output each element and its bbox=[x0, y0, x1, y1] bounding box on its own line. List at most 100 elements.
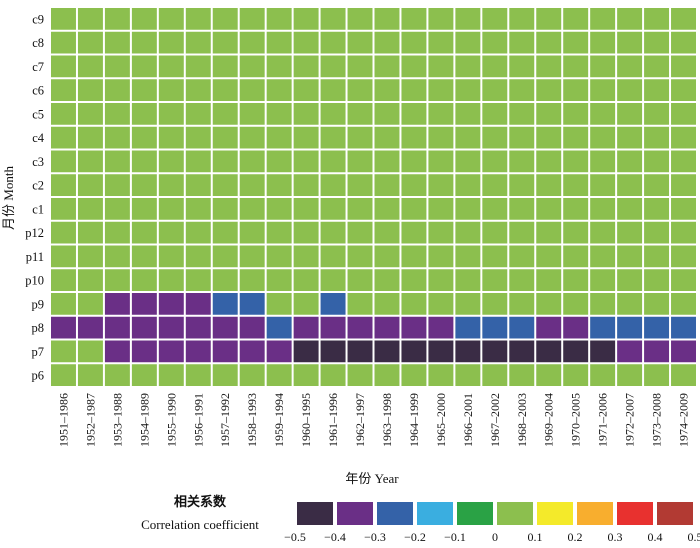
heatmap-cell bbox=[51, 316, 76, 339]
heatmap-cell bbox=[563, 31, 589, 54]
heatmap-cell bbox=[509, 8, 535, 30]
heatmap-cell bbox=[104, 31, 130, 54]
heatmap-cell bbox=[51, 79, 76, 101]
heatmap-cell bbox=[671, 79, 696, 101]
heatmap-cell bbox=[212, 340, 238, 363]
heatmap-cell bbox=[401, 174, 427, 196]
heatmap-cell bbox=[77, 174, 103, 196]
heatmap-cell bbox=[104, 364, 130, 386]
heatmap-cell bbox=[347, 126, 373, 149]
heatmap-cell bbox=[455, 103, 481, 125]
heatmap-cell bbox=[293, 293, 319, 315]
heatmap-background bbox=[50, 7, 697, 387]
heatmap-cell bbox=[428, 293, 454, 315]
heatmap-cell bbox=[158, 269, 184, 291]
heatmap-cell bbox=[266, 126, 292, 149]
x-tick-label: 1969–2004 bbox=[542, 393, 556, 447]
heatmap-cell bbox=[158, 293, 184, 315]
heatmap-cell bbox=[509, 55, 535, 78]
heatmap-cell bbox=[131, 316, 157, 339]
heatmap-cell bbox=[51, 126, 76, 149]
colorbar-swatch bbox=[577, 502, 613, 525]
heatmap-cell bbox=[455, 174, 481, 196]
heatmap-cell bbox=[239, 55, 265, 78]
heatmap-cell bbox=[131, 245, 157, 268]
heatmap-cell bbox=[401, 31, 427, 54]
heatmap-cell bbox=[347, 55, 373, 78]
heatmap-cell bbox=[320, 269, 346, 291]
heatmap-cell bbox=[536, 245, 562, 268]
heatmap-cell bbox=[563, 126, 589, 149]
heatmap-cell bbox=[482, 293, 508, 315]
heatmap-cell bbox=[455, 316, 481, 339]
heatmap-cell bbox=[563, 79, 589, 101]
heatmap-cell bbox=[482, 340, 508, 363]
heatmap-cell bbox=[77, 316, 103, 339]
heatmap-cell bbox=[266, 221, 292, 244]
heatmap-cell bbox=[374, 198, 400, 220]
heatmap-cell bbox=[536, 103, 562, 125]
heatmap-cell bbox=[131, 150, 157, 173]
heatmap-cell bbox=[671, 364, 696, 386]
heatmap-cell bbox=[320, 55, 346, 78]
colorbar-tick-label: −0.4 bbox=[324, 530, 346, 544]
heatmap-cell bbox=[374, 79, 400, 101]
heatmap-cell bbox=[77, 31, 103, 54]
heatmap-cell bbox=[401, 103, 427, 125]
colorbar-title-en: Correlation coefficient bbox=[141, 517, 259, 532]
heatmap-cell bbox=[455, 245, 481, 268]
x-tick-label: 1959–1994 bbox=[272, 393, 286, 447]
heatmap-cell bbox=[320, 103, 346, 125]
heatmap-cell bbox=[320, 150, 346, 173]
heatmap-cell bbox=[428, 340, 454, 363]
heatmap-cell bbox=[428, 316, 454, 339]
y-tick-label: p6 bbox=[32, 369, 45, 383]
x-tick-label: 1955–1990 bbox=[164, 393, 178, 447]
heatmap-cell bbox=[212, 364, 238, 386]
heatmap-cell bbox=[212, 150, 238, 173]
heatmap-cell bbox=[347, 340, 373, 363]
heatmap-cell bbox=[509, 293, 535, 315]
heatmap-cell bbox=[266, 340, 292, 363]
heatmap-cell bbox=[131, 293, 157, 315]
heatmap-cell bbox=[428, 269, 454, 291]
heatmap-cell bbox=[536, 150, 562, 173]
heatmap-cell bbox=[428, 150, 454, 173]
heatmap-cell bbox=[158, 198, 184, 220]
heatmap-cell bbox=[104, 293, 130, 315]
heatmap-cell bbox=[77, 364, 103, 386]
heatmap-cell bbox=[320, 198, 346, 220]
heatmap-cell bbox=[401, 55, 427, 78]
heatmap-cell bbox=[671, 150, 696, 173]
heatmap-cell bbox=[428, 55, 454, 78]
heatmap-cell bbox=[212, 269, 238, 291]
colorbar-tick-labels: −0.5 −0.4 −0.3 −0.2 −0.1 0 0.1 0.2 0.3 0.4 0.5 bbox=[284, 530, 700, 544]
heatmap-cell bbox=[401, 340, 427, 363]
heatmap-cell bbox=[482, 174, 508, 196]
heatmap-cell bbox=[374, 269, 400, 291]
heatmap-cell bbox=[51, 31, 76, 54]
heatmap-cell bbox=[185, 150, 211, 173]
y-tick-label: p8 bbox=[32, 321, 45, 335]
heatmap-cell bbox=[401, 293, 427, 315]
heatmap-cell bbox=[51, 245, 76, 268]
heatmap-cell bbox=[482, 8, 508, 30]
heatmap-cell bbox=[158, 103, 184, 125]
heatmap-cell bbox=[158, 316, 184, 339]
heatmap-cell bbox=[212, 79, 238, 101]
heatmap-cell bbox=[482, 150, 508, 173]
x-tick-label: 1974–2009 bbox=[677, 393, 691, 447]
colorbar-tick-label: 0 bbox=[492, 530, 498, 544]
heatmap-cell bbox=[617, 174, 643, 196]
heatmap-cell bbox=[590, 174, 616, 196]
heatmap-cell bbox=[374, 316, 400, 339]
heatmap-cell bbox=[590, 245, 616, 268]
heatmap-cell bbox=[644, 55, 670, 78]
heatmap-cell bbox=[563, 198, 589, 220]
heatmap-cell bbox=[347, 8, 373, 30]
heatmap-cell bbox=[77, 8, 103, 30]
heatmap-cell bbox=[671, 221, 696, 244]
y-tick-label: p7 bbox=[32, 345, 45, 359]
x-axis-label: 年份 Year bbox=[345, 471, 399, 486]
heatmap-cell bbox=[671, 269, 696, 291]
